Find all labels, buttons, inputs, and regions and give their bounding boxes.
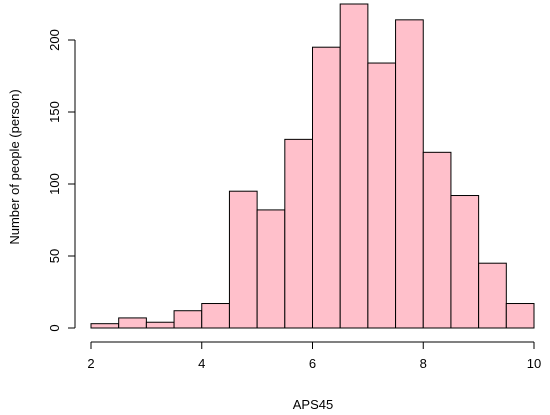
- histogram-bar-6: [256, 209, 286, 329]
- histogram-bar-11: [395, 19, 424, 329]
- x-tick-label-1: 4: [198, 356, 205, 371]
- x-axis-label: APS45: [293, 397, 333, 412]
- histogram-bar-5: [228, 190, 258, 329]
- x-tick-label-4: 10: [527, 356, 541, 371]
- x-axis: 2 4 6 8 10: [87, 341, 541, 371]
- x-tick-label-2: 6: [309, 356, 316, 371]
- y-tick-label-3: 150: [47, 101, 62, 123]
- bars-group: [90, 3, 535, 329]
- histogram-bar-9: [339, 3, 369, 329]
- histogram-bar-12: [422, 151, 452, 329]
- y-tick-label-0: 0: [47, 324, 62, 331]
- histogram-bar-15: [505, 303, 535, 329]
- x-tick-label-0: 2: [87, 356, 94, 371]
- y-tick-label-4: 200: [47, 29, 62, 51]
- y-axis: 0 50 100 150 200: [47, 29, 76, 332]
- x-tick-label-3: 8: [420, 356, 427, 371]
- y-tick-label-1: 50: [47, 249, 62, 263]
- histogram-bar-2: [145, 321, 175, 329]
- histogram-bar-8: [312, 46, 341, 329]
- histogram-bar-1: [118, 317, 147, 329]
- histogram-bar-3: [173, 310, 203, 329]
- histogram-bar-13: [450, 195, 480, 329]
- histogram-bar-14: [478, 262, 507, 329]
- histogram-bar-10: [367, 62, 397, 329]
- y-tick-label-2: 100: [47, 173, 62, 195]
- histogram-bar-4: [201, 303, 230, 329]
- histogram-bar-0: [90, 323, 120, 329]
- histogram-bar-7: [284, 138, 313, 329]
- y-axis-label: Number of people (person): [7, 89, 22, 244]
